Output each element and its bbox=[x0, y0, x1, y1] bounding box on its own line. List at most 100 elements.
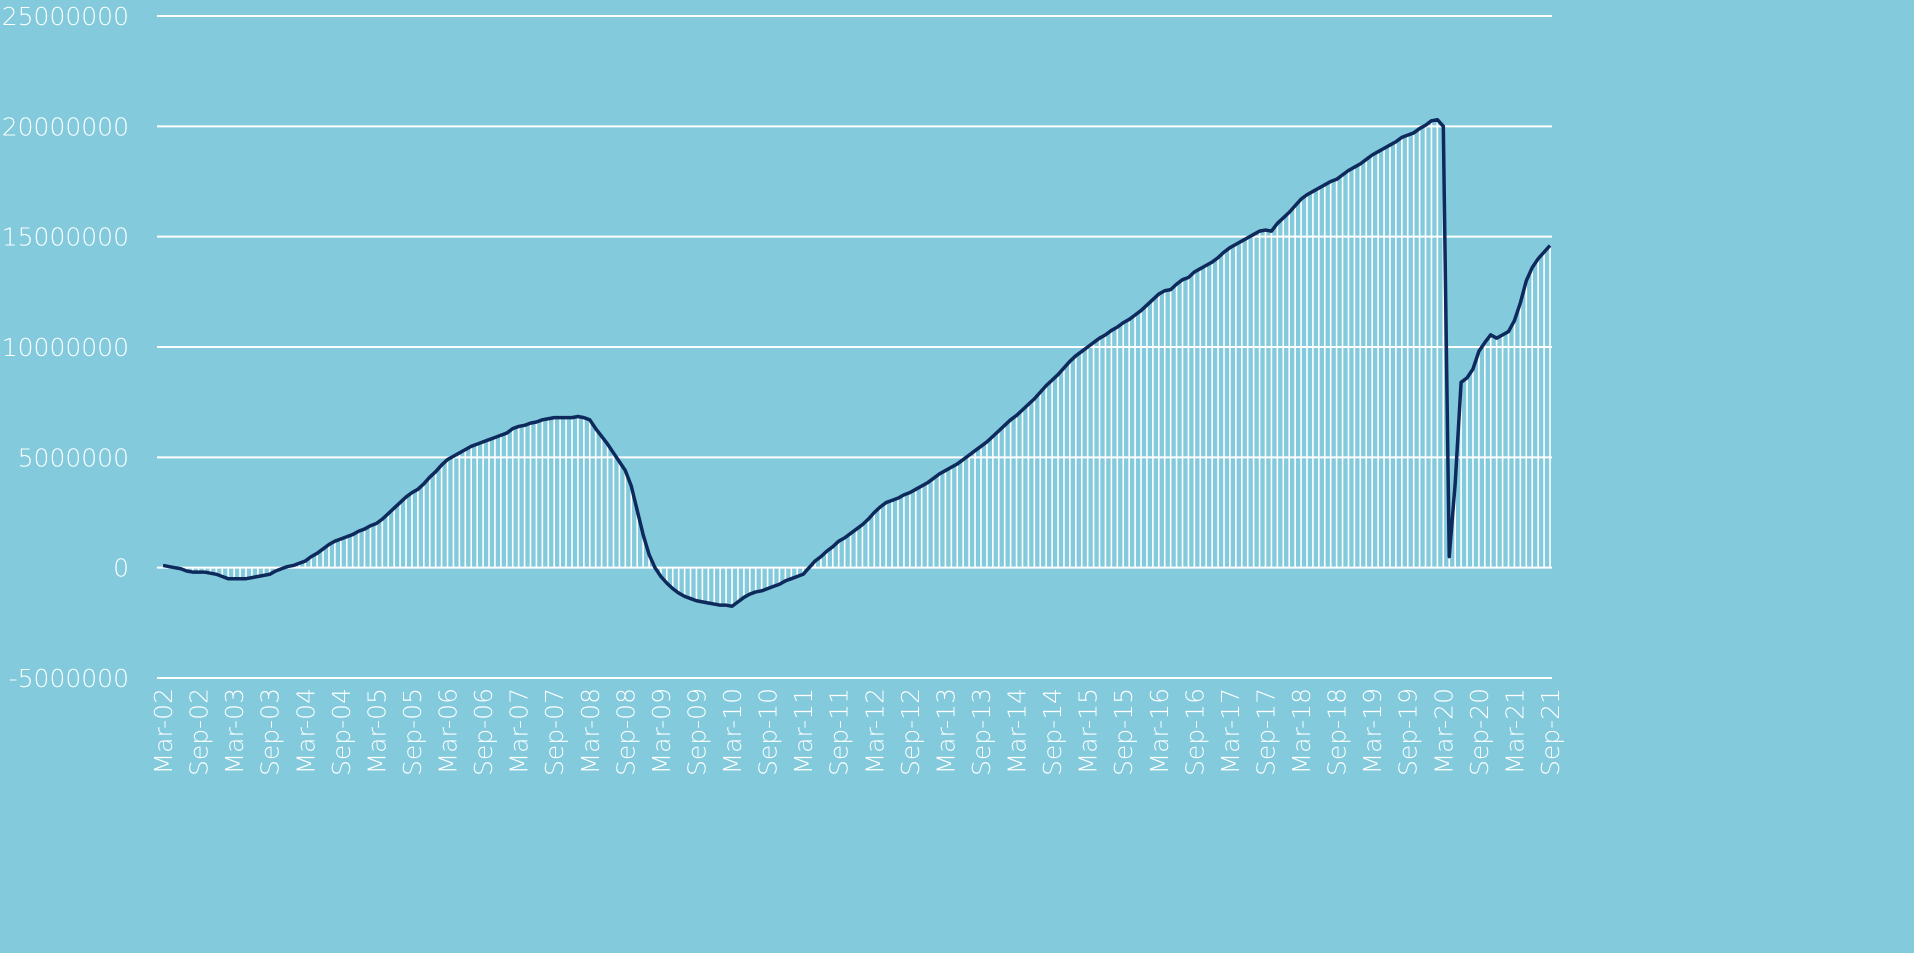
bar bbox=[1501, 334, 1504, 568]
x-tick-label: Mar-03 bbox=[220, 688, 249, 774]
bar bbox=[671, 567, 674, 589]
bar bbox=[322, 548, 324, 568]
bar bbox=[257, 567, 259, 577]
bar bbox=[369, 525, 372, 568]
bar bbox=[476, 444, 478, 568]
bar bbox=[1418, 128, 1421, 568]
bar bbox=[1075, 355, 1077, 568]
bar bbox=[1549, 245, 1551, 568]
y-tick-label: 20000000 bbox=[2, 112, 129, 141]
bar bbox=[636, 510, 638, 568]
bar bbox=[962, 459, 964, 568]
bar bbox=[1258, 231, 1261, 568]
bar bbox=[968, 455, 970, 568]
bar bbox=[215, 567, 218, 575]
bar bbox=[197, 567, 200, 573]
bar bbox=[630, 486, 633, 568]
bar bbox=[351, 534, 354, 568]
bar bbox=[310, 556, 312, 568]
bar bbox=[660, 567, 662, 577]
bar bbox=[583, 417, 585, 568]
bar bbox=[191, 567, 194, 573]
bar bbox=[1543, 252, 1545, 568]
y-tick-label: 25000000 bbox=[2, 2, 129, 31]
bar bbox=[1412, 132, 1415, 568]
bar bbox=[612, 452, 615, 568]
bar bbox=[1069, 361, 1071, 568]
bar bbox=[1300, 199, 1302, 568]
bar bbox=[547, 418, 550, 568]
x-tick-label: Mar-16 bbox=[1145, 688, 1174, 774]
bar bbox=[1282, 217, 1285, 568]
bar bbox=[1525, 280, 1528, 568]
x-tick-label: Mar-19 bbox=[1358, 688, 1387, 774]
bar bbox=[814, 561, 816, 568]
bar bbox=[695, 567, 698, 601]
bar bbox=[1229, 247, 1231, 568]
bar bbox=[233, 567, 235, 579]
bar bbox=[1193, 271, 1196, 568]
bar bbox=[861, 524, 864, 568]
bar bbox=[826, 551, 828, 568]
y-tick-label: 10000000 bbox=[2, 333, 129, 362]
bar bbox=[737, 567, 739, 602]
bar bbox=[897, 498, 899, 568]
x-tick-label: Mar-10 bbox=[718, 688, 747, 774]
bar bbox=[251, 567, 253, 578]
bar bbox=[1359, 163, 1362, 568]
x-tick-label: Sep-02 bbox=[185, 688, 214, 776]
bar bbox=[239, 567, 241, 579]
bar bbox=[1146, 305, 1148, 568]
bar bbox=[1401, 137, 1403, 568]
bar bbox=[1472, 369, 1474, 568]
bar bbox=[820, 556, 822, 568]
bar bbox=[340, 538, 342, 568]
bar bbox=[909, 492, 911, 568]
bar bbox=[1430, 120, 1433, 568]
bar bbox=[1021, 409, 1024, 568]
bar bbox=[1128, 319, 1130, 568]
x-tick-label: Sep-16 bbox=[1180, 688, 1209, 776]
bar bbox=[328, 544, 330, 568]
bar bbox=[1483, 342, 1486, 568]
x-tick-label: Sep-09 bbox=[682, 688, 711, 776]
bar bbox=[268, 567, 271, 575]
x-tick-label: Mar-13 bbox=[931, 688, 960, 774]
bar bbox=[766, 567, 769, 589]
bar bbox=[1116, 327, 1119, 568]
bar bbox=[903, 494, 905, 568]
bar bbox=[666, 567, 668, 584]
bar bbox=[1442, 126, 1445, 568]
bar bbox=[1104, 334, 1107, 568]
bar bbox=[357, 531, 360, 568]
x-tick-label: Sep-08 bbox=[611, 688, 640, 776]
bar bbox=[345, 536, 348, 568]
bar bbox=[986, 441, 988, 568]
bar bbox=[1531, 267, 1534, 568]
bar bbox=[428, 477, 431, 568]
bar bbox=[731, 567, 733, 607]
bar bbox=[1039, 392, 1042, 568]
bar bbox=[559, 417, 561, 568]
bar bbox=[867, 519, 870, 568]
bar bbox=[1294, 205, 1296, 568]
bar bbox=[980, 446, 982, 568]
bar bbox=[843, 537, 846, 568]
bar bbox=[725, 567, 727, 606]
bar bbox=[938, 473, 941, 568]
bar bbox=[1424, 125, 1427, 568]
bar bbox=[1187, 277, 1190, 568]
bar bbox=[227, 567, 230, 579]
bar bbox=[417, 489, 419, 568]
bar bbox=[1270, 231, 1273, 568]
bar bbox=[713, 567, 716, 605]
bar bbox=[470, 446, 473, 568]
bar bbox=[778, 567, 781, 585]
x-tick-label: Sep-06 bbox=[469, 688, 498, 776]
bar bbox=[1051, 380, 1053, 568]
bar bbox=[1217, 257, 1219, 568]
bar bbox=[594, 428, 597, 568]
bar bbox=[363, 529, 366, 568]
bar bbox=[1211, 262, 1213, 568]
